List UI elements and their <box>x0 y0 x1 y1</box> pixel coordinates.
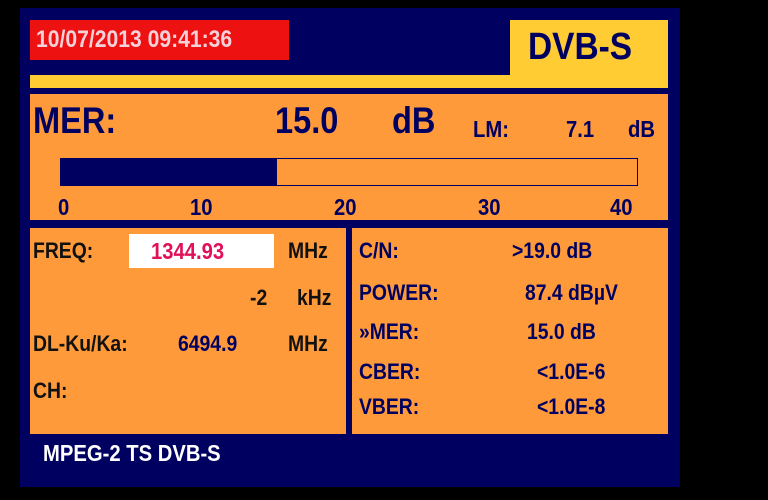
scale-tick-30: 30 <box>478 194 501 220</box>
freq-unit: MHz <box>288 238 328 263</box>
status-text: MPEG-2 TS DVB-S <box>43 440 221 466</box>
datetime: 10/07/2013 09:41:36 <box>36 26 233 53</box>
offset-unit: kHz <box>297 285 332 310</box>
measure-value: <1.0E-8 <box>537 394 606 419</box>
measurements-panel <box>352 228 668 434</box>
scale-tick-20: 20 <box>334 194 357 220</box>
measure-value: 87.4 dBµV <box>525 280 618 305</box>
downlink-label: DL-Ku/Ka: <box>33 331 128 356</box>
scale-tick-40: 40 <box>610 194 633 220</box>
measure-label: »MER: <box>359 319 420 344</box>
downlink-unit: MHz <box>288 331 328 356</box>
mode-label: DVB-S <box>528 26 633 68</box>
datetime-box: 10/07/2013 09:41:36 <box>30 20 289 60</box>
lm-unit: dB <box>628 116 655 142</box>
lm-value: 7.1 <box>566 116 595 142</box>
measure-label: POWER: <box>359 280 439 305</box>
measure-value: <1.0E-6 <box>537 359 606 384</box>
freq-value: 1344.93 <box>151 238 225 264</box>
measure-label: CBER: <box>359 359 421 384</box>
mer-unit: dB <box>392 100 436 141</box>
header-strip <box>30 75 668 88</box>
scale-tick-10: 10 <box>190 194 213 220</box>
mer-value: 15.0 <box>275 100 339 141</box>
freq-label: FREQ: <box>33 238 94 263</box>
channel-label: CH: <box>33 378 68 403</box>
scale-tick-0: 0 <box>58 194 70 220</box>
offset-value: -2 <box>250 285 268 310</box>
measure-value: >19.0 dB <box>512 238 593 263</box>
lm-label: LM: <box>473 116 509 142</box>
mer-label: MER: <box>33 100 117 141</box>
mer-bar <box>60 158 638 186</box>
measure-label: C/N: <box>359 238 399 263</box>
downlink-value: 6494.9 <box>178 331 238 356</box>
freq-input[interactable]: 1344.93 <box>129 234 274 268</box>
measure-label: VBER: <box>359 394 420 419</box>
measure-value: 15.0 dB <box>527 319 596 344</box>
mer-bar-fill <box>61 159 277 185</box>
mer-panel <box>30 94 668 220</box>
